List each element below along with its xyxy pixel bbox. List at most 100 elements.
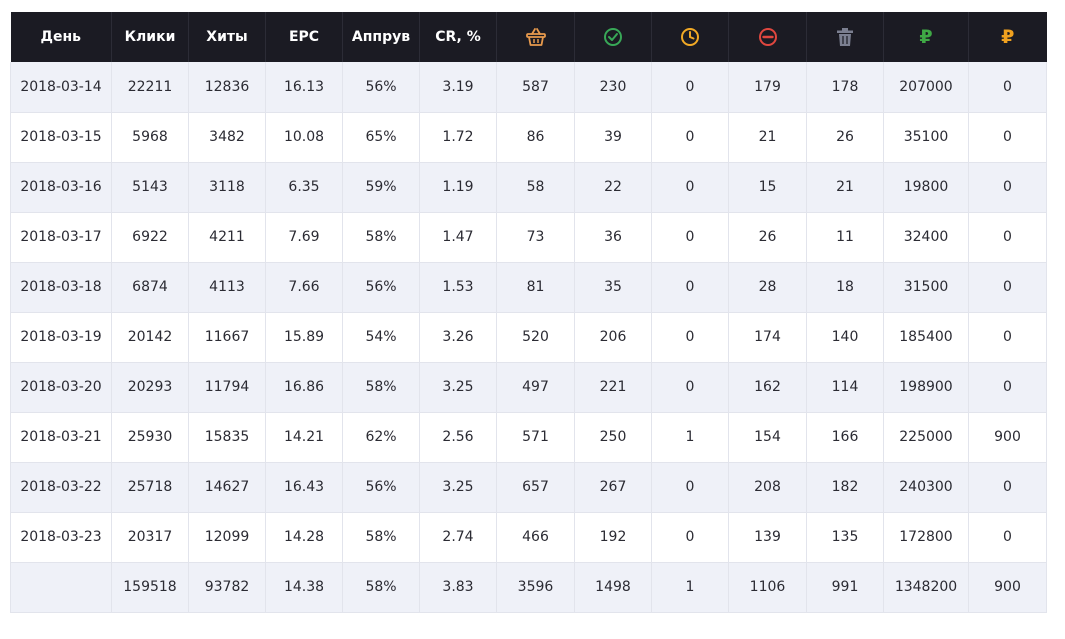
column-header-cr[interactable]: CR, %: [419, 12, 497, 62]
cell-revenue: 19800: [883, 162, 969, 213]
cell-trash: 182: [806, 462, 884, 513]
cell-epc: 10.08: [265, 112, 343, 163]
cell-pending: 0: [651, 462, 729, 513]
cell-trash: 140: [806, 312, 884, 363]
cell-orders: 3596: [496, 562, 575, 613]
cell-pending: 0: [651, 362, 729, 413]
column-header-pending[interactable]: [651, 12, 729, 62]
column-header-hits[interactable]: Хиты: [188, 12, 266, 62]
cell-trash: 166: [806, 412, 884, 463]
cell-cr: 1.47: [419, 212, 497, 263]
cell-hold: 0: [968, 512, 1047, 563]
cell-rejected: 28: [728, 262, 807, 313]
cell-clicks: 22211: [111, 62, 189, 113]
column-header-revenue[interactable]: ₽: [883, 12, 969, 62]
column-header-approved[interactable]: [574, 12, 652, 62]
cell-day: [10, 562, 112, 613]
cell-epc: 16.13: [265, 62, 343, 113]
column-header-day[interactable]: День: [10, 12, 112, 62]
cell-clicks: 6922: [111, 212, 189, 263]
column-header-trash[interactable]: [806, 12, 884, 62]
cell-day: 2018-03-14: [10, 62, 112, 113]
cell-day: 2018-03-16: [10, 162, 112, 213]
column-header-hold[interactable]: ₽: [969, 12, 1047, 62]
ruble-green-icon: ₽: [919, 26, 933, 48]
table-row: 2018-03-14 22211 12836 16.13 56% 3.19 587 230 0 1…: [10, 62, 1047, 113]
cell-cr: 2.56: [419, 412, 497, 463]
cell-rejected: 154: [728, 412, 807, 463]
cell-approve: 56%: [342, 262, 420, 313]
cell-pending: 0: [651, 162, 729, 213]
cell-hits: 3118: [188, 162, 266, 213]
cell-day: 2018-03-17: [10, 212, 112, 263]
cell-cr: 2.74: [419, 512, 497, 563]
cell-approve: 56%: [342, 62, 420, 113]
cell-approve: 59%: [342, 162, 420, 213]
cell-cr: 3.26: [419, 312, 497, 363]
cell-hits: 93782: [188, 562, 266, 613]
cell-approved: 250: [574, 412, 652, 463]
cell-approved: 230: [574, 62, 652, 113]
cell-rejected: 174: [728, 312, 807, 363]
cell-day: 2018-03-21: [10, 412, 112, 463]
cell-hits: 3482: [188, 112, 266, 163]
cell-pending: 1: [651, 412, 729, 463]
column-header-approve[interactable]: Аппрув: [342, 12, 420, 62]
cell-hold: 900: [968, 412, 1047, 463]
column-header-clicks[interactable]: Клики: [111, 12, 189, 62]
cell-hits: 12099: [188, 512, 266, 563]
cell-day: 2018-03-22: [10, 462, 112, 513]
cell-trash: 21: [806, 162, 884, 213]
table-row: 2018-03-16 5143 3118 6.35 59% 1.19 58 22 0 15 21 19…: [10, 162, 1047, 213]
cell-day: 2018-03-15: [10, 112, 112, 163]
cell-hold: 0: [968, 312, 1047, 363]
cell-pending: 0: [651, 312, 729, 363]
cell-approved: 1498: [574, 562, 652, 613]
cell-rejected: 1106: [728, 562, 807, 613]
cell-trash: 18: [806, 262, 884, 313]
cell-pending: 0: [651, 512, 729, 563]
cell-epc: 14.21: [265, 412, 343, 463]
table-row: 2018-03-18 6874 4113 7.66 56% 1.53 81 35 0 28 18 31…: [10, 262, 1047, 313]
cell-approved: 36: [574, 212, 652, 263]
column-header-orders[interactable]: [496, 12, 575, 62]
cell-cr: 1.72: [419, 112, 497, 163]
table-row: 2018-03-22 25718 14627 16.43 56% 3.25 657 267 0 2…: [10, 462, 1047, 513]
cell-clicks: 20293: [111, 362, 189, 413]
table-header-row: День Клики Хиты EPC Аппрув CR, %: [10, 12, 1047, 62]
cell-rejected: 208: [728, 462, 807, 513]
table-row: 2018-03-19 20142 11667 15.89 54% 3.26 520 206 0 1…: [10, 312, 1047, 363]
cell-pending: 0: [651, 112, 729, 163]
approved-icon: [575, 27, 651, 47]
cell-hold: 0: [968, 162, 1047, 213]
cell-cr: 3.25: [419, 462, 497, 513]
cell-hold: 0: [968, 212, 1047, 263]
cell-hold: 0: [968, 262, 1047, 313]
cell-rejected: 21: [728, 112, 807, 163]
column-header-epc[interactable]: EPC: [265, 12, 343, 62]
cell-pending: 1: [651, 562, 729, 613]
totals-row: 159518 93782 14.38 58% 3.83 3596 1498 1 1106 991 1…: [10, 562, 1047, 613]
cell-clicks: 25718: [111, 462, 189, 513]
cell-clicks: 159518: [111, 562, 189, 613]
cell-trash: 178: [806, 62, 884, 113]
cell-approved: 267: [574, 462, 652, 513]
cell-approve: 58%: [342, 362, 420, 413]
cell-orders: 657: [496, 462, 575, 513]
cell-day: 2018-03-23: [10, 512, 112, 563]
cell-clicks: 6874: [111, 262, 189, 313]
column-header-rejected[interactable]: [728, 12, 807, 62]
cell-epc: 7.69: [265, 212, 343, 263]
cell-trash: 11: [806, 212, 884, 263]
ruble-orange-icon: ₽: [1001, 26, 1015, 48]
cell-revenue: 225000: [883, 412, 969, 463]
cell-approved: 22: [574, 162, 652, 213]
table-row: 2018-03-21 25930 15835 14.21 62% 2.56 571 250 1 1…: [10, 412, 1047, 463]
cell-revenue: 35100: [883, 112, 969, 163]
cell-approve: 56%: [342, 462, 420, 513]
cell-trash: 114: [806, 362, 884, 413]
cell-epc: 14.28: [265, 512, 343, 563]
cell-approved: 206: [574, 312, 652, 363]
cell-clicks: 5143: [111, 162, 189, 213]
cell-epc: 16.86: [265, 362, 343, 413]
